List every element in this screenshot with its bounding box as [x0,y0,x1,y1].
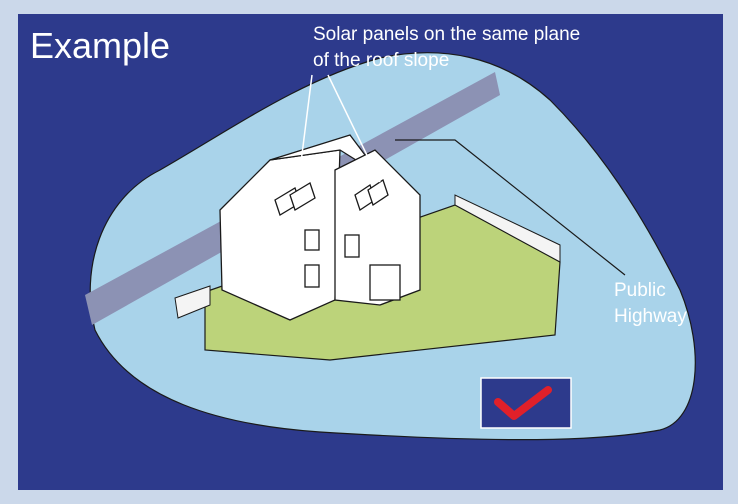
slide: Example Solar panels on the same plane o… [0,0,738,504]
title: Example [30,25,170,66]
